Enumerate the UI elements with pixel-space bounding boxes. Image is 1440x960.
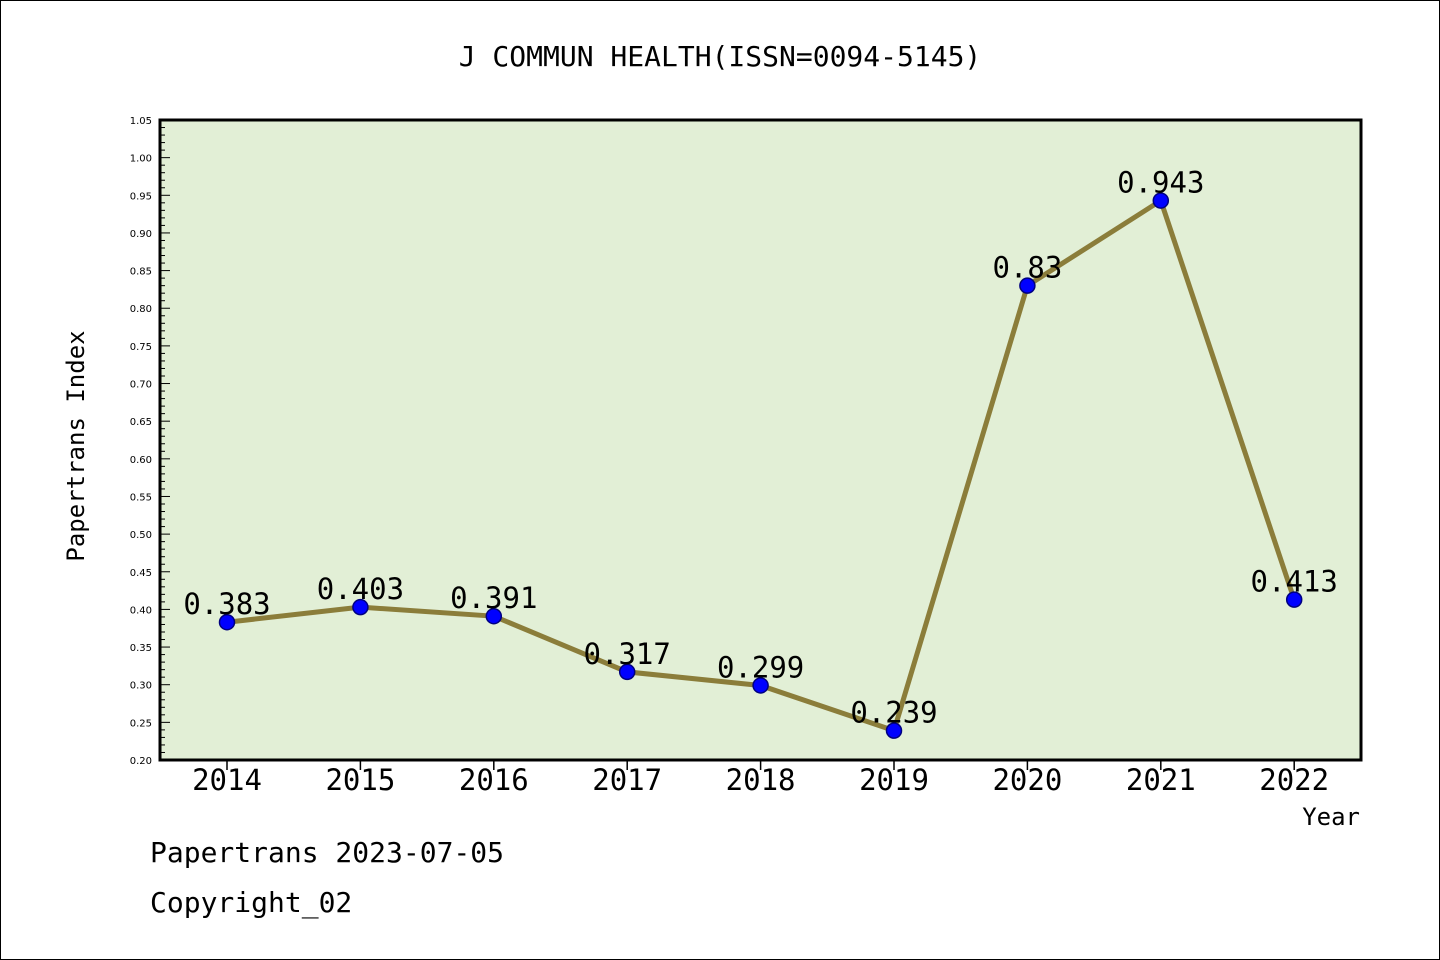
data-label: 0.239: [850, 696, 937, 730]
y-tick-label: 0.80: [130, 304, 152, 315]
y-tick-label: 0.25: [130, 718, 152, 729]
x-tick-label: 2022: [1259, 763, 1329, 797]
data-label: 0.317: [584, 637, 671, 671]
y-axis: 0.20 0.25 0.30 0.35 0.40 0.45 0.50 0.55 0.60 0.65…: [130, 116, 170, 767]
data-point: [485, 607, 503, 625]
x-tick-label: 2021: [1126, 763, 1196, 797]
data-point: [752, 677, 769, 694]
y-tick-label: 0.30: [130, 681, 152, 692]
data-point: [885, 722, 903, 739]
y-tick-label: 0.35: [130, 643, 152, 654]
x-axis: 2014 2015 2016 2017 2018 2019 2020 2021 2022: [192, 760, 1329, 797]
y-tick-label: 0.40: [130, 605, 152, 616]
x-tick-label: 2017: [592, 763, 662, 797]
data-label: 0.83: [992, 251, 1062, 285]
footer-date: Papertrans 2023-07-05: [150, 836, 505, 869]
y-tick-label: 1.00: [130, 154, 152, 165]
y-axis-label: Papertrans Index: [62, 330, 90, 561]
data-label: 0.391: [450, 581, 537, 615]
y-tick-label: 0.75: [130, 342, 152, 353]
y-tick-label: 0.65: [130, 417, 152, 428]
x-tick-label: 2014: [192, 763, 262, 797]
y-tick-label: 0.85: [130, 267, 152, 278]
plot-border: [158, 118, 1363, 762]
chart-title: J COMMUN HEALTH(ISSN=0094-5145): [459, 40, 982, 73]
data-label: 0.299: [717, 650, 804, 684]
y-tick-label: 0.90: [130, 229, 152, 240]
data-point: [1152, 192, 1170, 209]
data-markers: [218, 192, 1303, 739]
data-label: 0.943: [1117, 166, 1204, 200]
data-point: [618, 663, 636, 681]
plot-area: [160, 120, 1361, 760]
y-tick-label: 0.95: [130, 191, 152, 202]
x-axis-label: Year: [1302, 803, 1360, 831]
x-tick-label: 2019: [859, 763, 929, 797]
y-tick-label: 0.60: [130, 455, 152, 466]
data-point: [1285, 591, 1303, 608]
y-tick-label: 0.45: [130, 568, 152, 579]
footer-copyright: Copyright_02: [150, 886, 353, 919]
x-tick-label: 2016: [459, 763, 529, 797]
data-point: [352, 598, 369, 616]
x-tick-label: 2020: [992, 763, 1062, 797]
data-label: 0.403: [317, 572, 404, 606]
data-point: [1019, 277, 1036, 294]
x-tick-label: 2018: [726, 763, 796, 797]
y-tick-label: 1.05: [130, 116, 152, 127]
data-label: 0.383: [183, 587, 270, 621]
y-tick-label: 0.70: [130, 380, 152, 391]
data-point: [218, 613, 236, 631]
data-labels: 0.383 0.403 0.391 0.317 0.299 0.239 0.83 0.943 0…: [183, 166, 1338, 730]
data-label: 0.413: [1251, 565, 1338, 599]
y-tick-label: 0.20: [130, 756, 152, 767]
x-tick-label: 2015: [325, 763, 395, 797]
y-tick-label: 0.50: [130, 530, 152, 541]
y-tick-label: 0.55: [130, 492, 152, 503]
